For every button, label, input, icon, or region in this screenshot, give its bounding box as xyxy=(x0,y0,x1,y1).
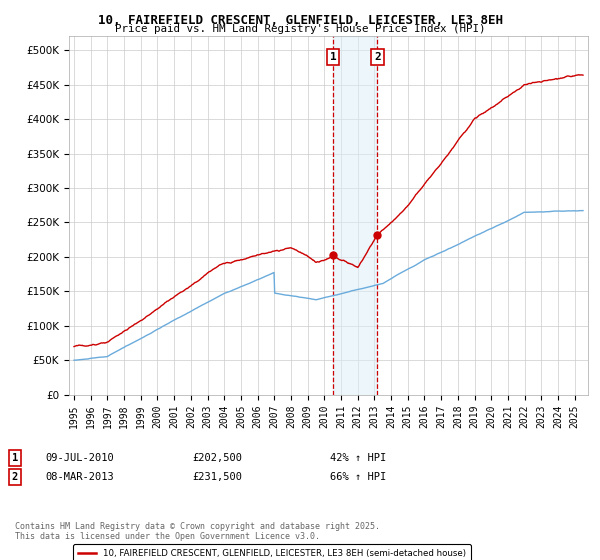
Legend: 10, FAIREFIELD CRESCENT, GLENFIELD, LEICESTER, LE3 8EH (semi-detached house), HP: 10, FAIREFIELD CRESCENT, GLENFIELD, LEIC… xyxy=(73,544,471,560)
Text: 08-MAR-2013: 08-MAR-2013 xyxy=(45,472,114,482)
Text: £202,500: £202,500 xyxy=(192,453,242,463)
Text: 66% ↑ HPI: 66% ↑ HPI xyxy=(330,472,386,482)
Text: £231,500: £231,500 xyxy=(192,472,242,482)
Text: 09-JUL-2010: 09-JUL-2010 xyxy=(45,453,114,463)
Bar xyxy=(333,36,377,395)
Text: 42% ↑ HPI: 42% ↑ HPI xyxy=(330,453,386,463)
Text: 1: 1 xyxy=(329,52,337,62)
Text: Contains HM Land Registry data © Crown copyright and database right 2025.
This d: Contains HM Land Registry data © Crown c… xyxy=(15,522,380,542)
Text: 2: 2 xyxy=(374,52,381,62)
Text: Price paid vs. HM Land Registry's House Price Index (HPI): Price paid vs. HM Land Registry's House … xyxy=(115,24,485,34)
Text: 10, FAIREFIELD CRESCENT, GLENFIELD, LEICESTER, LE3 8EH: 10, FAIREFIELD CRESCENT, GLENFIELD, LEIC… xyxy=(97,14,503,27)
Text: 2: 2 xyxy=(12,472,18,482)
Text: 1: 1 xyxy=(12,453,18,463)
